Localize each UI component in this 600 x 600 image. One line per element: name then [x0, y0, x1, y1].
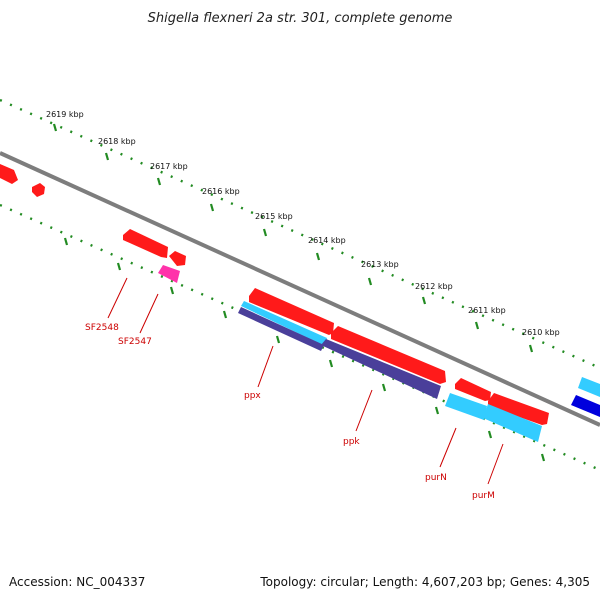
tick-label-2612: 2612 kbp — [415, 282, 453, 291]
gene-label-purN: purN — [425, 473, 447, 483]
gene-features — [0, 164, 600, 442]
map-title: Shigella flexneri 2a str. 301, complete … — [148, 11, 453, 26]
tick-label-2616: 2616 kbp — [202, 187, 240, 196]
gene-block-navy-ppx[interactable] — [238, 307, 324, 351]
tick-label-2618: 2618 kbp — [98, 137, 136, 146]
gene-block-navy-ppk[interactable] — [321, 339, 441, 399]
tick-label-2610: 2610 kbp — [522, 328, 560, 337]
gene-label-purM: purM — [472, 491, 495, 501]
gene-label-sf2548: SF2548 — [85, 323, 119, 333]
genome-summary-text: Topology: circular; Length: 4,607,203 bp… — [259, 575, 590, 589]
accession-text: Accession: NC_004337 — [9, 575, 145, 589]
tick-label-2614: 2614 kbp — [308, 236, 346, 245]
gene-arrow-left-edge[interactable] — [0, 164, 18, 184]
gene-arrow-sf2548[interactable] — [123, 229, 168, 258]
gene-label-ppk: ppk — [343, 437, 360, 447]
gene-arrow-sf2547[interactable] — [169, 251, 186, 266]
gene-arrow-small[interactable] — [32, 183, 45, 197]
tick-label-2615: 2615 kbp — [255, 212, 293, 221]
label-leaders — [107, 277, 504, 485]
inner-major-ticks — [63, 237, 546, 462]
gene-label-ppx: ppx — [244, 391, 261, 401]
gene-block-cyan-right[interactable] — [578, 377, 600, 397]
gene-arrow-red-purM[interactable] — [488, 393, 549, 425]
gene-arrow-ppx[interactable] — [249, 288, 334, 335]
gene-block-pink[interactable] — [158, 265, 180, 283]
gene-arrow-ppk[interactable] — [331, 326, 446, 384]
tick-label-2613: 2613 kbp — [361, 260, 399, 269]
tick-label-2619: 2619 kbp — [46, 110, 84, 119]
tick-label-2611: 2611 kbp — [468, 306, 506, 315]
gene-block-cyan-purM[interactable] — [483, 404, 542, 442]
gene-block-cyan-ppx[interactable] — [241, 301, 327, 346]
gene-block-blue-right[interactable] — [571, 395, 600, 417]
gene-block-cyan-purN[interactable] — [445, 393, 487, 420]
tick-label-2617: 2617 kbp — [150, 162, 188, 171]
gene-label-sf2547: SF2547 — [118, 337, 152, 347]
genome-backbone — [0, 151, 600, 427]
major-ticks — [52, 123, 534, 353]
gene-arrow-red-purN[interactable] — [455, 378, 491, 401]
